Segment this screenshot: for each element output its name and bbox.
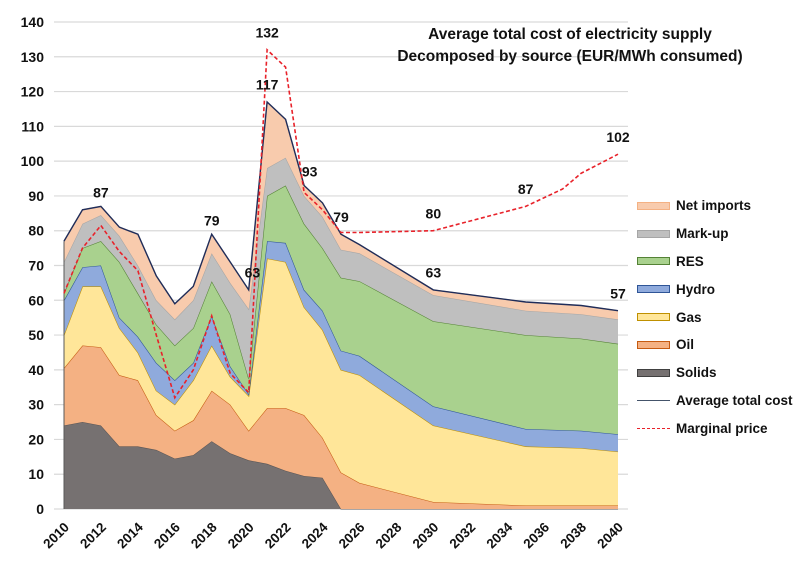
legend-label: Marginal price — [676, 420, 768, 436]
legend-swatch — [637, 427, 670, 429]
y-tick-label: 40 — [28, 362, 44, 378]
legend-swatch — [637, 285, 670, 294]
chart-title: Average total cost of electricity supply — [428, 26, 712, 43]
legend-swatch — [637, 399, 670, 401]
line-average-total-cost — [63, 100, 619, 312]
y-tick-label: 50 — [28, 327, 44, 343]
data-label: 79 — [333, 209, 349, 225]
data-annotations: 87 79 63 132 117 93 79 80 63 87 102 57 — [93, 24, 630, 301]
area-mark-up — [64, 157, 618, 379]
y-tick-label: 20 — [28, 431, 44, 447]
legend-swatch — [637, 340, 670, 349]
area-oil — [64, 345, 618, 509]
data-label: 117 — [256, 77, 279, 93]
data-label: 102 — [606, 129, 630, 145]
area-gas — [64, 258, 618, 506]
data-label: 132 — [255, 24, 279, 40]
legend-item-gas: Gas — [637, 303, 793, 331]
y-tick-label: 30 — [28, 397, 44, 413]
x-tick-label: 2014 — [114, 519, 146, 551]
legend-item-solids: Solids — [637, 359, 793, 387]
y-tick-label: 10 — [28, 466, 44, 482]
legend-swatch — [637, 368, 670, 377]
area-net-imports — [64, 102, 618, 320]
y-tick-label: 80 — [28, 223, 44, 239]
y-tick-label: 130 — [21, 49, 45, 65]
y-tick-label: 140 — [21, 14, 45, 30]
y-tick-label: 70 — [28, 258, 44, 274]
legend-swatch — [637, 229, 670, 238]
legend-item-hydro: Hydro — [637, 275, 793, 303]
y-axis-ticks: 0 10 20 30 40 50 60 70 80 90 100 110 120 130 140 — [21, 14, 45, 517]
legend-item-marginal-price: Marginal price — [637, 414, 793, 442]
y-tick-label: 110 — [21, 118, 44, 134]
legend-label: Mark-up — [676, 226, 729, 242]
x-tick-label: 2012 — [77, 520, 109, 552]
x-axis-ticks: 2010 2012 2014 2016 2018 2020 2022 2024 2026 2028… — [40, 519, 626, 551]
legend-swatch — [637, 201, 670, 210]
line-marginal-price — [63, 48, 619, 400]
area-res — [64, 185, 618, 435]
y-tick-label: 120 — [21, 84, 45, 100]
data-label: 63 — [426, 264, 442, 280]
data-label: 63 — [245, 264, 261, 280]
x-tick-label: 2026 — [336, 519, 368, 551]
data-label: 57 — [610, 285, 626, 301]
data-label: 80 — [426, 205, 442, 221]
x-tick-label: 2020 — [225, 520, 257, 552]
x-tick-label: 2010 — [40, 520, 72, 552]
x-tick-label: 2028 — [373, 519, 405, 551]
legend-item-net-imports: Net imports — [637, 192, 793, 220]
y-tick-label: 0 — [36, 501, 44, 517]
data-label: 87 — [93, 184, 109, 200]
x-tick-label: 2022 — [262, 520, 294, 552]
data-label: 93 — [302, 164, 318, 180]
chart-subtitle: Decomposed by source (EUR/MWh consumed) — [397, 48, 743, 65]
y-tick-label: 60 — [28, 292, 44, 308]
legend-label: Hydro — [676, 281, 716, 297]
lines — [63, 48, 619, 400]
y-tick-label: 100 — [21, 153, 45, 169]
legend-label: RES — [676, 253, 704, 269]
legend: Net imports Mark-up RES Hydro Gas Oil Solids Av… — [637, 192, 793, 442]
legend-item-oil: Oil — [637, 331, 793, 359]
x-tick-label: 2032 — [447, 520, 479, 552]
x-tick-label: 2018 — [188, 519, 220, 551]
x-tick-label: 2034 — [483, 519, 515, 551]
legend-label: Average total cost — [676, 392, 793, 408]
legend-label: Gas — [676, 309, 702, 325]
x-tick-label: 2040 — [594, 520, 626, 552]
legend-label: Net imports — [676, 198, 752, 214]
y-tick-label: 90 — [28, 188, 44, 204]
legend-item-res: RES — [637, 248, 793, 276]
area-solids — [64, 422, 618, 509]
legend-item-average-total-cost: Average total cost — [637, 387, 793, 415]
legend-swatch — [637, 257, 670, 266]
legend-label: Oil — [676, 337, 695, 353]
legend-label: Solids — [676, 365, 717, 381]
x-tick-label: 2016 — [151, 519, 183, 551]
legend-swatch — [637, 313, 670, 322]
legend-item-mark-up: Mark-up — [637, 220, 793, 248]
x-tick-label: 2030 — [410, 520, 442, 552]
data-label: 87 — [518, 181, 534, 197]
data-label: 79 — [204, 212, 220, 228]
x-tick-label: 2024 — [299, 519, 331, 551]
x-tick-label: 2036 — [520, 519, 552, 551]
x-tick-label: 2038 — [557, 519, 589, 551]
